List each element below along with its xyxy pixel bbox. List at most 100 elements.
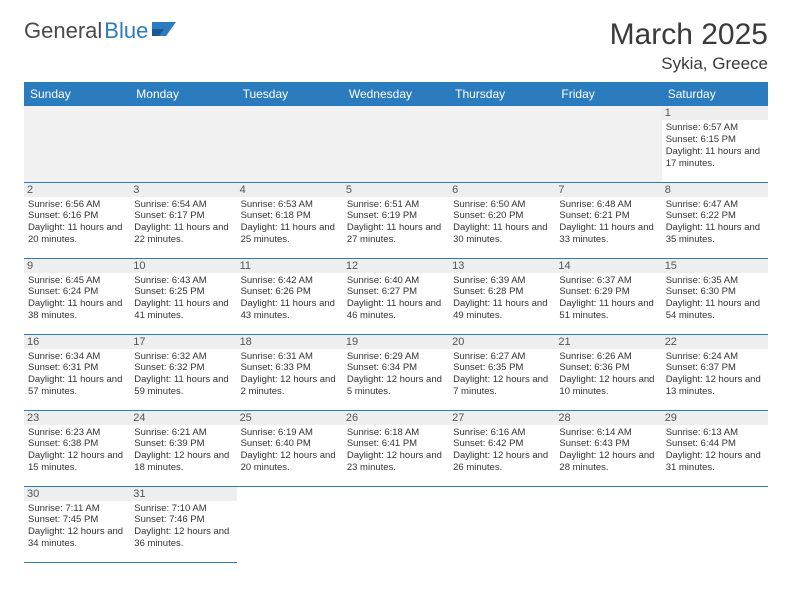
calendar-week-row: 9 Sunrise: 6:45 AMSunset: 6:24 PMDaylight…	[24, 258, 768, 334]
calendar-day-cell: 22 Sunrise: 6:24 AMSunset: 6:37 PMDayligh…	[662, 334, 768, 410]
calendar-day-cell: 20 Sunrise: 6:27 AMSunset: 6:35 PMDayligh…	[449, 334, 555, 410]
calendar-body: 1 Sunrise: 6:57 AMSunset: 6:15 PMDaylight…	[24, 106, 768, 562]
day-number: 5	[343, 183, 449, 197]
day-number: 2	[24, 183, 130, 197]
calendar-day-cell	[130, 106, 236, 182]
calendar-day-cell: 29 Sunrise: 6:13 AMSunset: 6:44 PMDayligh…	[662, 410, 768, 486]
calendar-day-cell	[555, 106, 661, 182]
day-number: 26	[343, 411, 449, 425]
day-number: 29	[662, 411, 768, 425]
calendar-day-cell	[449, 106, 555, 182]
day-info: Sunrise: 6:27 AMSunset: 6:35 PMDaylight:…	[453, 351, 551, 399]
month-title: March 2025	[610, 18, 768, 52]
calendar-day-cell: 31 Sunrise: 7:10 AMSunset: 7:46 PMDayligh…	[130, 486, 236, 562]
day-number: 23	[24, 411, 130, 425]
day-number: 30	[24, 487, 130, 501]
logo: GeneralBlue	[24, 18, 178, 44]
calendar-day-cell	[237, 486, 343, 562]
day-number: 22	[662, 335, 768, 349]
calendar-day-cell	[24, 106, 130, 182]
day-info: Sunrise: 6:35 AMSunset: 6:30 PMDaylight:…	[666, 275, 764, 323]
day-info: Sunrise: 6:16 AMSunset: 6:42 PMDaylight:…	[453, 427, 551, 475]
calendar-week-row: 23 Sunrise: 6:23 AMSunset: 6:38 PMDayligh…	[24, 410, 768, 486]
day-number: 1	[662, 106, 768, 120]
calendar-day-cell: 14Sunrise: 6:37 AMSunset: 6:29 PMDayligh…	[555, 258, 661, 334]
calendar-day-cell: 8Sunrise: 6:47 AMSunset: 6:22 PMDaylight…	[662, 182, 768, 258]
day-info: Sunrise: 6:18 AMSunset: 6:41 PMDaylight:…	[347, 427, 445, 475]
calendar-day-cell: 19Sunrise: 6:29 AMSunset: 6:34 PMDayligh…	[343, 334, 449, 410]
calendar-day-cell	[343, 106, 449, 182]
day-number: 17	[130, 335, 236, 349]
day-number: 20	[449, 335, 555, 349]
day-info: Sunrise: 6:47 AMSunset: 6:22 PMDaylight:…	[666, 199, 764, 247]
calendar-day-cell: 21Sunrise: 6:26 AMSunset: 6:36 PMDayligh…	[555, 334, 661, 410]
calendar-day-cell: 26 Sunrise: 6:18 AMSunset: 6:41 PMDayligh…	[343, 410, 449, 486]
day-info: Sunrise: 6:50 AMSunset: 6:20 PMDaylight:…	[453, 199, 551, 247]
day-number: 4	[237, 183, 343, 197]
day-info: Sunrise: 6:23 AMSunset: 6:38 PMDaylight:…	[28, 427, 126, 475]
calendar-day-cell: 23 Sunrise: 6:23 AMSunset: 6:38 PMDayligh…	[24, 410, 130, 486]
calendar-day-cell: 13 Sunrise: 6:39 AMSunset: 6:28 PMDayligh…	[449, 258, 555, 334]
day-number: 28	[555, 411, 661, 425]
day-number: 19	[343, 335, 449, 349]
location: Sykia, Greece	[610, 54, 768, 74]
calendar-day-cell: 5 Sunrise: 6:51 AMSunset: 6:19 PMDaylight…	[343, 182, 449, 258]
calendar-day-cell: 15Sunrise: 6:35 AMSunset: 6:30 PMDayligh…	[662, 258, 768, 334]
day-info: Sunrise: 6:19 AMSunset: 6:40 PMDaylight:…	[241, 427, 339, 475]
day-info: Sunrise: 7:11 AMSunset: 7:45 PMDaylight:…	[28, 503, 126, 551]
day-number: 21	[555, 335, 661, 349]
day-info: Sunrise: 6:45 AMSunset: 6:24 PMDaylight:…	[28, 275, 126, 323]
calendar-day-cell: 28Sunrise: 6:14 AMSunset: 6:43 PMDayligh…	[555, 410, 661, 486]
day-number: 3	[130, 183, 236, 197]
column-header: Friday	[555, 82, 661, 106]
calendar-day-cell: 11 Sunrise: 6:42 AMSunset: 6:26 PMDayligh…	[237, 258, 343, 334]
day-number: 31	[130, 487, 236, 501]
calendar-day-cell	[237, 106, 343, 182]
calendar-day-cell: 1 Sunrise: 6:57 AMSunset: 6:15 PMDaylight…	[662, 106, 768, 182]
day-info: Sunrise: 6:51 AMSunset: 6:19 PMDaylight:…	[347, 199, 445, 247]
calendar-day-cell: 12Sunrise: 6:40 AMSunset: 6:27 PMDayligh…	[343, 258, 449, 334]
calendar-day-cell	[555, 486, 661, 562]
calendar-day-cell: 18Sunrise: 6:31 AMSunset: 6:33 PMDayligh…	[237, 334, 343, 410]
calendar-day-cell	[662, 486, 768, 562]
day-info: Sunrise: 6:31 AMSunset: 6:33 PMDaylight:…	[241, 351, 339, 399]
day-number: 25	[237, 411, 343, 425]
calendar-day-cell: 24Sunrise: 6:21 AMSunset: 6:39 PMDayligh…	[130, 410, 236, 486]
day-number: 16	[24, 335, 130, 349]
day-number: 13	[449, 259, 555, 273]
calendar-day-cell: 30 Sunrise: 7:11 AMSunset: 7:45 PMDayligh…	[24, 486, 130, 562]
day-info: Sunrise: 6:13 AMSunset: 6:44 PMDaylight:…	[666, 427, 764, 475]
logo-text-general: General	[24, 18, 102, 44]
day-number: 7	[555, 183, 661, 197]
column-header: Thursday	[449, 82, 555, 106]
day-info: Sunrise: 6:42 AMSunset: 6:26 PMDaylight:…	[241, 275, 339, 323]
day-number: 12	[343, 259, 449, 273]
calendar-week-row: 30 Sunrise: 7:11 AMSunset: 7:45 PMDayligh…	[24, 486, 768, 562]
day-number: 27	[449, 411, 555, 425]
column-header: Monday	[130, 82, 236, 106]
day-info: Sunrise: 6:54 AMSunset: 6:17 PMDaylight:…	[134, 199, 232, 247]
day-number: 9	[24, 259, 130, 273]
calendar-day-cell: 16Sunrise: 6:34 AMSunset: 6:31 PMDayligh…	[24, 334, 130, 410]
day-info: Sunrise: 6:39 AMSunset: 6:28 PMDaylight:…	[453, 275, 551, 323]
flag-icon	[152, 18, 178, 44]
header: GeneralBlue March 2025 Sykia, Greece	[24, 18, 768, 74]
column-header: Wednesday	[343, 82, 449, 106]
column-header: Sunday	[24, 82, 130, 106]
calendar-day-cell: 17 Sunrise: 6:32 AMSunset: 6:32 PMDayligh…	[130, 334, 236, 410]
day-info: Sunrise: 6:32 AMSunset: 6:32 PMDaylight:…	[134, 351, 232, 399]
calendar-day-cell: 2Sunrise: 6:56 AMSunset: 6:16 PMDaylight…	[24, 182, 130, 258]
day-info: Sunrise: 6:57 AMSunset: 6:15 PMDaylight:…	[666, 122, 764, 170]
calendar-header-row: SundayMondayTuesdayWednesdayThursdayFrid…	[24, 82, 768, 106]
calendar-week-row: 16Sunrise: 6:34 AMSunset: 6:31 PMDayligh…	[24, 334, 768, 410]
day-info: Sunrise: 6:24 AMSunset: 6:37 PMDaylight:…	[666, 351, 764, 399]
day-number: 11	[237, 259, 343, 273]
calendar-day-cell: 6 Sunrise: 6:50 AMSunset: 6:20 PMDaylight…	[449, 182, 555, 258]
calendar-table: SundayMondayTuesdayWednesdayThursdayFrid…	[24, 82, 768, 563]
day-number: 6	[449, 183, 555, 197]
day-number: 10	[130, 259, 236, 273]
day-number: 14	[555, 259, 661, 273]
title-block: March 2025 Sykia, Greece	[610, 18, 768, 74]
calendar-week-row: 2Sunrise: 6:56 AMSunset: 6:16 PMDaylight…	[24, 182, 768, 258]
day-info: Sunrise: 7:10 AMSunset: 7:46 PMDaylight:…	[134, 503, 232, 551]
